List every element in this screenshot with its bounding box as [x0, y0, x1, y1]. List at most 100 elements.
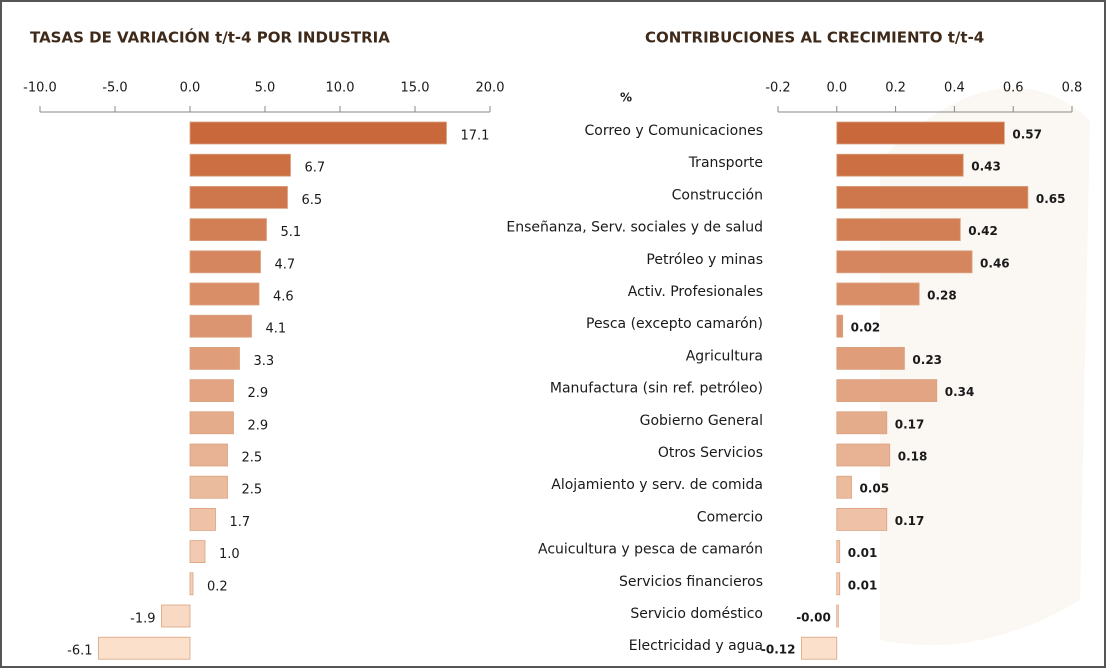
x-tick-label: -10.0 [23, 81, 57, 96]
bar [836, 379, 938, 403]
bar [189, 185, 288, 209]
bar [836, 250, 973, 274]
unit-label: % [620, 91, 632, 105]
x-tick-label: -0.2 [765, 81, 790, 96]
x-tick-label: 0.6 [1003, 81, 1024, 96]
category-label: Activ. Profesionales [628, 284, 763, 300]
bar [98, 636, 191, 660]
value-label: 1.7 [230, 515, 251, 530]
category-label: Correo y Comunicaciones [585, 123, 764, 139]
bar [189, 443, 228, 467]
bar [836, 411, 888, 435]
value-label: 2.5 [242, 451, 263, 466]
bar [836, 346, 905, 370]
bar [836, 475, 852, 499]
category-label: Electricidad y agua [629, 638, 763, 654]
bar [801, 636, 838, 660]
x-tick-label: 5.0 [255, 81, 276, 96]
category-label: Otros Servicios [658, 445, 763, 461]
category-label: Petróleo y minas [646, 252, 763, 268]
value-label: 6.5 [302, 193, 323, 208]
value-label: 5.1 [281, 225, 302, 240]
value-label: 2.5 [242, 483, 263, 498]
bar [189, 282, 260, 306]
bar [836, 507, 888, 531]
bar [189, 507, 216, 531]
bar [836, 572, 841, 596]
bar [189, 475, 228, 499]
category-label: Alojamiento y serv. de comida [551, 477, 763, 493]
bar [161, 604, 191, 628]
category-label: Construcción [672, 187, 763, 203]
category-label: Agricultura [686, 348, 763, 364]
category-label: Transporte [688, 155, 763, 171]
value-label: 4.1 [266, 322, 287, 337]
value-label: 0.42 [968, 224, 998, 238]
value-label: 0.23 [912, 353, 942, 367]
bar [836, 153, 964, 177]
value-label: 4.6 [273, 290, 294, 305]
value-label: 0.65 [1036, 192, 1066, 206]
value-label: 0.17 [895, 514, 925, 528]
value-label: 0.34 [945, 385, 975, 399]
bar [836, 443, 891, 467]
value-label: 17.1 [461, 129, 490, 144]
bar [189, 153, 291, 177]
bar [189, 411, 234, 435]
value-label: 0.05 [860, 482, 890, 496]
bar [189, 540, 206, 563]
value-label: 0.17 [895, 417, 925, 431]
category-label: Comercio [697, 509, 763, 525]
category-label: Gobierno General [640, 413, 763, 429]
category-label: Enseñanza, Serv. sociales y de salud [506, 220, 763, 236]
x-tick-label: 0.4 [944, 81, 965, 96]
bar [189, 121, 447, 145]
x-tick-label: 0.0 [180, 81, 201, 96]
value-label: 0.02 [851, 321, 881, 335]
bar [836, 282, 920, 306]
x-tick-label: -5.0 [102, 81, 127, 96]
value-label: -6.1 [67, 644, 92, 659]
value-label: 2.9 [248, 386, 269, 401]
category-label: Servicio doméstico [630, 606, 763, 622]
x-tick-label: 10.0 [326, 81, 355, 96]
value-label: 0.01 [848, 546, 878, 560]
value-label: 0.43 [971, 160, 1001, 174]
value-label: 0.57 [1012, 128, 1042, 142]
bar [189, 250, 261, 274]
bar [836, 218, 961, 242]
x-tick-label: 15.0 [401, 81, 430, 96]
category-label: Servicios financieros [619, 574, 763, 590]
category-label: Pesca (excepto camarón) [586, 316, 763, 332]
value-label: 0.18 [898, 450, 928, 464]
value-label: 0.2 [207, 579, 228, 594]
category-label: Acuicultura y pesca de camarón [538, 542, 763, 558]
chart-title: TASAS DE VARIACIÓN t/t-4 POR INDUSTRIA [30, 28, 390, 47]
value-label: 3.3 [254, 354, 275, 369]
bar [189, 379, 234, 403]
bar [189, 314, 252, 338]
bar [836, 121, 1005, 145]
value-label: 4.7 [275, 257, 296, 272]
value-label: -0.00 [796, 611, 831, 625]
value-label: 0.28 [927, 289, 957, 303]
category-label: Manufactura (sin ref. petróleo) [550, 381, 763, 397]
value-label: -1.9 [130, 612, 155, 627]
bar [836, 540, 841, 563]
bar [836, 604, 839, 628]
bar [836, 314, 844, 338]
bar [836, 185, 1029, 209]
value-label: 1.0 [219, 547, 240, 562]
value-label: 6.7 [305, 161, 326, 176]
value-label: -0.12 [761, 643, 796, 657]
value-label: 0.46 [980, 256, 1010, 270]
x-tick-label: 20.0 [476, 81, 505, 96]
chart-title: CONTRIBUCIONES AL CRECIMIENTO t/t-4 [645, 29, 984, 47]
bar [189, 346, 240, 370]
x-tick-label: 0.8 [1062, 81, 1083, 96]
value-label: 0.01 [848, 578, 878, 592]
bar [189, 572, 194, 596]
value-label: 2.9 [248, 418, 269, 433]
bar [189, 218, 267, 242]
